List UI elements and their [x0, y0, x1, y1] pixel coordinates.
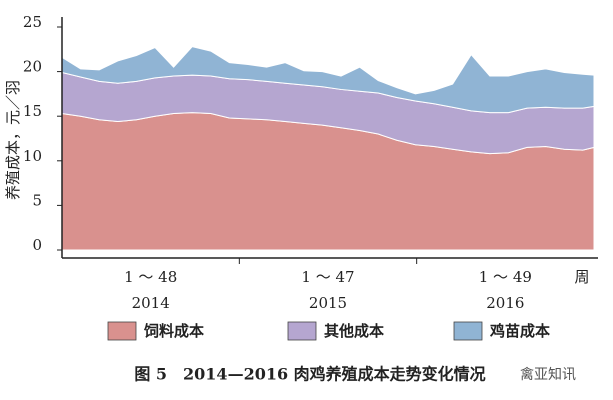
x-group-weeks: 1 ～ 48: [124, 268, 177, 286]
legend-swatch: [107, 321, 137, 341]
y-tick-label: 15: [23, 102, 42, 120]
caption: 图 5 2014—2016 肉鸡养殖成本走势变化情况: [134, 365, 485, 384]
y-tick-label: 10: [23, 147, 42, 165]
y-tick-label: 0: [32, 236, 42, 254]
x-group-weeks: 1 ～ 49: [479, 268, 532, 286]
x-group-weeks: 1 ～ 47: [301, 268, 354, 286]
area: [61, 46, 595, 114]
y-tick-label: 5: [32, 191, 42, 209]
y-tick-label: 20: [23, 58, 42, 76]
x-group-year: 2016: [486, 294, 524, 312]
watermark: 禽亚知讯: [520, 366, 576, 383]
y-axis-label: 养殖成本，元／羽: [4, 80, 22, 200]
legend-label: 饲料成本: [143, 322, 204, 340]
legend-label: 其他成本: [324, 322, 384, 340]
y-tick-label: 25: [23, 13, 42, 31]
legend-swatch: [287, 321, 317, 341]
legend-label: 鸡苗成本: [489, 322, 550, 340]
legend-swatch: [453, 321, 483, 341]
x-axis-unit: 周: [574, 268, 589, 286]
x-group-year: 2015: [309, 294, 347, 312]
x-group-year: 2014: [132, 294, 170, 312]
